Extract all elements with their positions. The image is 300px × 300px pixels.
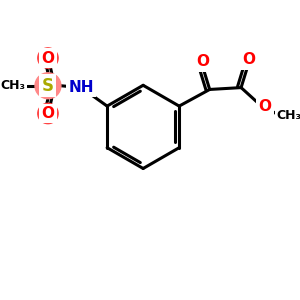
Circle shape xyxy=(38,48,58,68)
Text: O: O xyxy=(242,52,255,68)
Text: NH: NH xyxy=(68,80,94,95)
Text: S: S xyxy=(42,77,54,95)
Text: O: O xyxy=(41,106,55,121)
Text: CH₃: CH₃ xyxy=(277,109,300,122)
Text: O: O xyxy=(196,54,209,69)
Circle shape xyxy=(35,73,61,99)
Text: O: O xyxy=(259,99,272,114)
Text: O: O xyxy=(41,50,55,65)
Text: CH₃: CH₃ xyxy=(0,79,25,92)
Circle shape xyxy=(38,103,58,124)
